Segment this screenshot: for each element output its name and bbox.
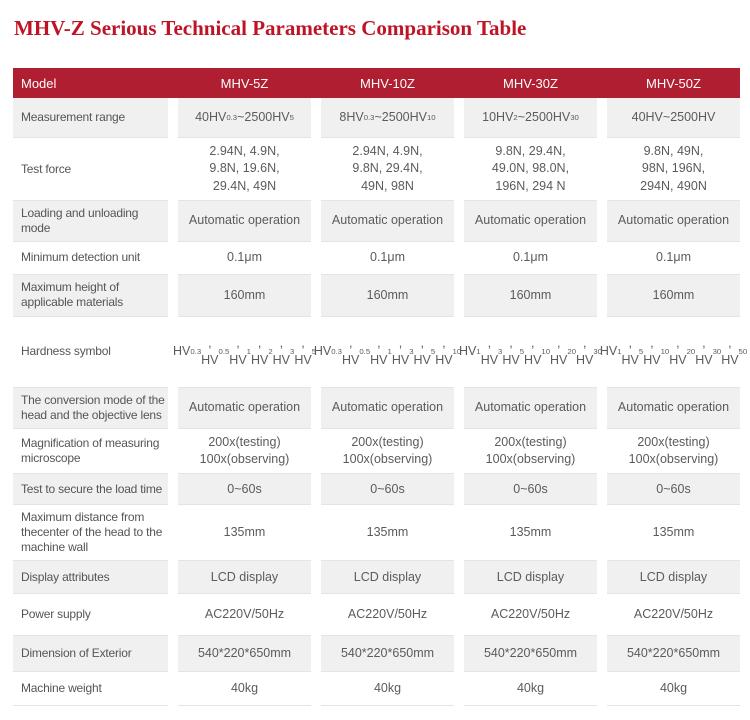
value-cell-mhv-10z: 2.94N, 4.9N, 9.8N, 29.4N, 49N, 98N [321, 137, 454, 201]
table-row: The conversion mode of the head and the … [13, 387, 740, 428]
value-cell-mhv-50z: 0.1μm [607, 240, 740, 275]
row-label: Machine weight [13, 671, 168, 707]
value-cell-mhv-5z: 2.94N, 4.9N, 9.8N, 19.6N, 29.4N, 49N [178, 137, 311, 201]
row-label: Display attributes [13, 561, 168, 594]
value-cell-mhv-50z: 0~60s [607, 474, 740, 505]
row-label: Loading and unloading mode [13, 200, 168, 241]
table-row: Maximum height of applicable materials 1… [13, 274, 740, 316]
header-cell-model: Model [21, 75, 57, 91]
page-title: MHV-Z Serious Technical Parameters Compa… [14, 16, 527, 40]
value-cell-mhv-5z: 40kg [178, 671, 311, 707]
table-row: Power supply AC220V/50Hz AC220V/50Hz AC2… [13, 593, 740, 637]
value-cell-mhv-5z: 0.1μm [178, 240, 311, 275]
table-row: Display attributes LCD display LCD displ… [13, 561, 740, 594]
value-cell-mhv-10z: LCD display [321, 561, 454, 594]
value-cell-mhv-30z: 135mm [464, 504, 597, 562]
value-cell-mhv-5z: 40HV 0.3 ~2500HV 5 [178, 98, 311, 138]
value-cell-mhv-10z: Automatic operation [321, 200, 454, 241]
table-row: Hardness symbol HV 0.3, HV 0.5, HV 1, HV 2, … [13, 315, 747, 388]
table-row: Measurement range 40HV 0.3 ~2500HV 5 8HV 0.3… [13, 98, 740, 138]
value-cell-mhv-30z: 40kg [464, 671, 597, 707]
value-cell-mhv-10z: 0.1μm [321, 240, 454, 275]
value-cell-mhv-30z: 160mm [464, 274, 597, 316]
value-cell-mhv-10z: AC220V/50Hz [321, 593, 454, 637]
value-cell-mhv-5z: HV 0.3, HV 0.5, HV 1, HV 2, HV 3, HV 5 [173, 315, 316, 388]
value-cell-mhv-5z: Automatic operation [178, 200, 311, 241]
header-cell-mhv-5z: MHV-5Z [220, 75, 269, 91]
value-cell-mhv-5z: 0~60s [178, 474, 311, 505]
value-cell-mhv-5z: 200x(testing) 100x(observing) [178, 427, 311, 475]
value-cell-mhv-10z: 40kg [321, 671, 454, 707]
value-cell-mhv-30z: 9.8N, 29.4N, 49.0N, 98.0N, 196N, 294 N [464, 137, 597, 201]
value-cell-mhv-50z: 540*220*650mm [607, 636, 740, 672]
value-cell-mhv-30z: 0~60s [464, 474, 597, 505]
row-label: The conversion mode of the head and the … [13, 387, 168, 428]
value-cell-mhv-50z: Automatic operation [607, 200, 740, 241]
value-cell-mhv-10z: 540*220*650mm [321, 636, 454, 672]
row-label: Dimension of Exterior [13, 636, 168, 672]
value-cell-mhv-50z: 40kg [607, 671, 740, 707]
table-row: Test to secure the load time 0~60s 0~60s… [13, 474, 740, 505]
value-cell-mhv-50z: 135mm [607, 504, 740, 562]
value-cell-mhv-10z: 8HV 0.3 ~2500HV 10 [321, 98, 454, 138]
value-cell-mhv-50z: LCD display [607, 561, 740, 594]
table-row: Loading and unloading mode Automatic ope… [13, 200, 740, 241]
row-label: Measurement range [13, 98, 168, 138]
value-cell-mhv-5z: 135mm [178, 504, 311, 562]
value-cell-mhv-30z: 200x(testing) 100x(observing) [464, 427, 597, 475]
table-row: Dimension of Exterior 540*220*650mm 540*… [13, 636, 740, 672]
value-cell-mhv-10z: 200x(testing) 100x(observing) [321, 427, 454, 475]
row-label: Hardness symbol [13, 315, 168, 388]
row-label: Test to secure the load time [13, 474, 168, 505]
value-cell-mhv-10z: 135mm [321, 504, 454, 562]
value-cell-mhv-5z: LCD display [178, 561, 311, 594]
table-row: Magnification of measuring microscope 20… [13, 427, 740, 475]
value-cell-mhv-30z: HV 1, HV 3, HV 5, HV 10, HV 20, HV 30 [459, 315, 602, 388]
value-cell-mhv-30z: AC220V/50Hz [464, 593, 597, 637]
table-row: Test force 2.94N, 4.9N, 9.8N, 19.6N, 29.… [13, 137, 740, 201]
table-row: Maximum distance from thecenter of the h… [13, 504, 740, 562]
value-cell-mhv-30z: 540*220*650mm [464, 636, 597, 672]
value-cell-mhv-10z: 0~60s [321, 474, 454, 505]
value-cell-mhv-30z: 0.1μm [464, 240, 597, 275]
row-label: Maximum height of applicable materials [13, 274, 168, 316]
table-body: Measurement range 40HV 0.3 ~2500HV 5 8HV 0.3… [13, 98, 747, 707]
value-cell-mhv-10z: HV 0.3, HV 0.5, HV 1, HV 3, HV 5, HV 10 [314, 315, 461, 388]
row-label: Power supply [13, 593, 168, 637]
header-cell-mhv-50z: MHV-50Z [646, 75, 701, 91]
value-cell-mhv-5z: Automatic operation [178, 387, 311, 428]
value-cell-mhv-50z: 40HV~2500HV [607, 98, 740, 138]
value-cell-mhv-5z: 160mm [178, 274, 311, 316]
table-row: Minimum detection unit 0.1μm 0.1μm 0.1μm… [13, 240, 740, 275]
value-cell-mhv-30z: 10HV 2 ~2500HV 30 [464, 98, 597, 138]
table-row: Machine weight 40kg 40kg 40kg 40kg [13, 671, 740, 707]
header-cell-mhv-10z: MHV-10Z [360, 75, 415, 91]
value-cell-mhv-30z: Automatic operation [464, 387, 597, 428]
value-cell-mhv-50z: HV 1, HV 5, HV 10, HV 20, HV 30, HV 50 [600, 315, 747, 388]
value-cell-mhv-5z: 540*220*650mm [178, 636, 311, 672]
row-label: Magnification of measuring microscope [13, 427, 168, 475]
value-cell-mhv-50z: Automatic operation [607, 387, 740, 428]
value-cell-mhv-50z: 9.8N, 49N, 98N, 196N, 294N, 490N [607, 137, 740, 201]
value-cell-mhv-10z: Automatic operation [321, 387, 454, 428]
table-header-row: Model MHV-5Z MHV-10Z MHV-30Z MHV-50Z [13, 68, 740, 99]
comparison-table: Model MHV-5Z MHV-10Z MHV-30Z MHV-50Z Mea… [13, 68, 747, 707]
header-cell-mhv-30z: MHV-30Z [503, 75, 558, 91]
value-cell-mhv-10z: 160mm [321, 274, 454, 316]
row-label: Minimum detection unit [13, 240, 168, 275]
value-cell-mhv-30z: Automatic operation [464, 200, 597, 241]
value-cell-mhv-50z: 160mm [607, 274, 740, 316]
value-cell-mhv-50z: 200x(testing) 100x(observing) [607, 427, 740, 475]
value-cell-mhv-50z: AC220V/50Hz [607, 593, 740, 637]
value-cell-mhv-5z: AC220V/50Hz [178, 593, 311, 637]
row-label: Test force [13, 137, 168, 201]
value-cell-mhv-30z: LCD display [464, 561, 597, 594]
row-label: Maximum distance from thecenter of the h… [13, 504, 168, 562]
